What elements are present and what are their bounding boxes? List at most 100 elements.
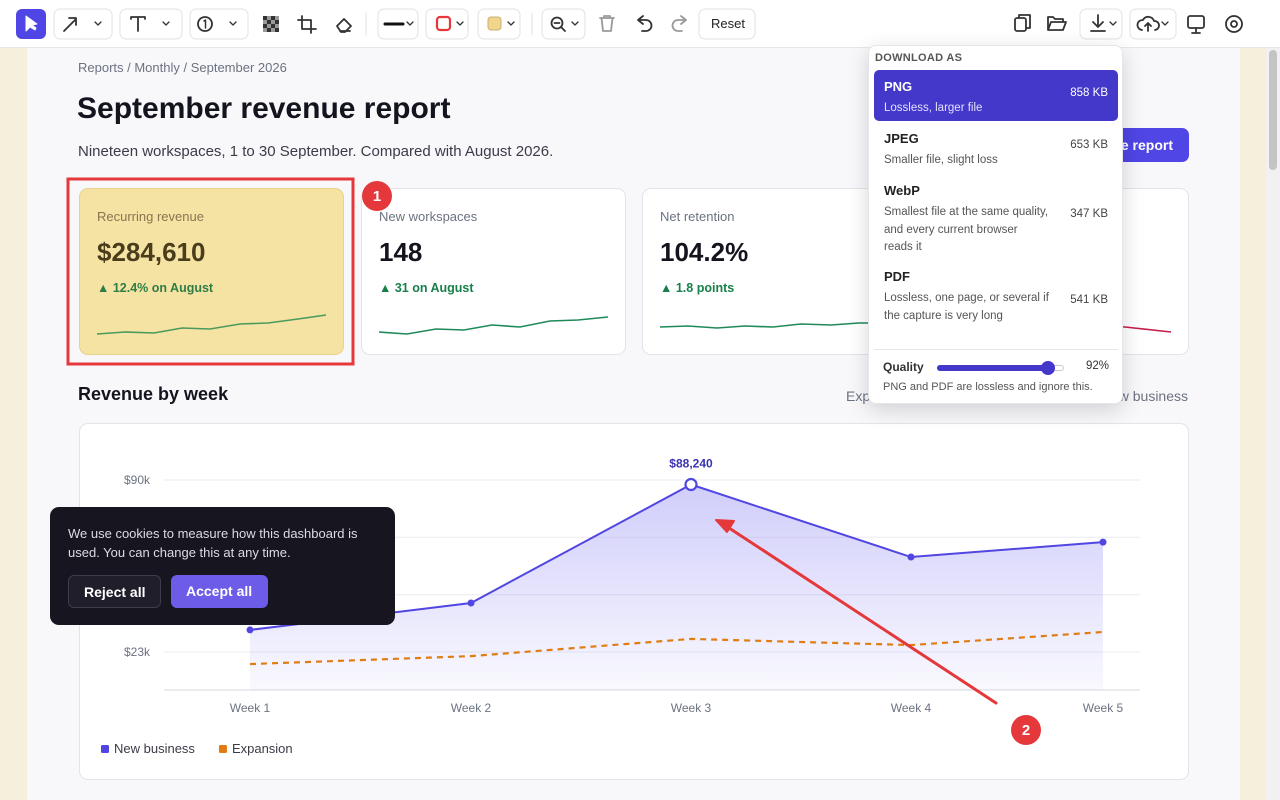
kpi-delta: ▲ 31 on August bbox=[379, 281, 474, 295]
sparkline bbox=[96, 314, 327, 335]
undo[interactable] bbox=[637, 15, 653, 32]
option-name[interactable]: JPEG bbox=[884, 131, 919, 146]
cookie-banner: We use cookies to measure how this dashb… bbox=[50, 507, 395, 625]
menu-option[interactable]: PNG Lossless, larger file 858 KB bbox=[874, 70, 1118, 121]
pixelate-tool[interactable] bbox=[263, 16, 279, 32]
reject-label[interactable]: Reject all bbox=[84, 584, 146, 600]
legend-swatch bbox=[101, 745, 109, 753]
x-tick-label: Week 3 bbox=[671, 701, 712, 715]
option-description[interactable]: Smaller file, slight loss bbox=[884, 154, 998, 166]
data-point bbox=[684, 477, 698, 492]
kpi-label: New workspaces bbox=[379, 209, 478, 224]
toolbar: Reset bbox=[0, 0, 1280, 48]
quality-slider[interactable] bbox=[937, 361, 1064, 375]
zoom[interactable] bbox=[541, 8, 586, 40]
accept-label[interactable]: Accept all bbox=[186, 583, 253, 599]
y-tick-label: $90k bbox=[124, 473, 151, 487]
option-size[interactable]: 541 KB bbox=[1070, 294, 1108, 306]
stroke-width[interactable] bbox=[377, 8, 419, 40]
kpi-label: Recurring revenue bbox=[97, 209, 204, 224]
slider-knob[interactable] bbox=[1040, 361, 1055, 375]
badge-number: 2 bbox=[1022, 722, 1030, 739]
option-name[interactable]: PDF bbox=[884, 269, 910, 284]
x-tick-label: Week 5 bbox=[1083, 701, 1124, 715]
option-description[interactable]: Lossless, one page, or several if the ca… bbox=[884, 292, 1049, 322]
section-title: Revenue by week bbox=[78, 384, 229, 404]
reset-button[interactable] bbox=[698, 8, 756, 40]
eraser-tool[interactable] bbox=[336, 18, 352, 33]
accept-button[interactable]: Accept all bbox=[171, 575, 268, 608]
annotation-badge[interactable] bbox=[1011, 715, 1041, 745]
menu-option[interactable]: PDF Lossless, one page, or several if th… bbox=[874, 260, 1118, 344]
reset-label[interactable]: Reset bbox=[711, 16, 745, 31]
kpi-card: Recurring revenue $284,610 ▲ 12.4% on Au… bbox=[79, 188, 344, 355]
download[interactable] bbox=[1079, 8, 1123, 40]
data-point bbox=[907, 553, 915, 561]
x-tick-label: Week 2 bbox=[451, 701, 492, 715]
page-title: September revenue report bbox=[77, 92, 451, 125]
legend-swatch bbox=[218, 745, 227, 753]
open[interactable] bbox=[1047, 16, 1067, 31]
copy[interactable] bbox=[1014, 17, 1027, 32]
data-point bbox=[467, 599, 475, 607]
option-description[interactable]: Lossless, larger file bbox=[884, 102, 983, 114]
text-tool[interactable] bbox=[119, 8, 183, 40]
toolbar-icons bbox=[16, 8, 1243, 40]
scrollbar[interactable] bbox=[1266, 0, 1280, 800]
legend-label: Expansion bbox=[232, 741, 293, 756]
kpi-value: $284,610 bbox=[97, 237, 206, 267]
stroke-color[interactable] bbox=[425, 8, 469, 40]
quality-label: Quality bbox=[883, 360, 924, 374]
arrow-head bbox=[715, 519, 735, 533]
annotation-badge[interactable] bbox=[362, 181, 392, 211]
x-tick-label: Week 4 bbox=[891, 701, 932, 715]
option-name[interactable]: WebP bbox=[884, 183, 920, 198]
redo[interactable] bbox=[671, 15, 687, 32]
delete[interactable] bbox=[599, 15, 615, 32]
option-description[interactable]: Smallest file at the same quality, and e… bbox=[884, 206, 1049, 253]
kpi-delta: ▲ 1.8 points bbox=[660, 281, 735, 295]
cookie-text: We use cookies to measure how this dashb… bbox=[68, 526, 358, 560]
series-line bbox=[249, 630, 1104, 666]
sparkline bbox=[378, 316, 609, 335]
reject-button[interactable]: Reject all bbox=[68, 575, 161, 608]
download-menu: DOWNLOAD AS PNG Lossless, larger file 85… bbox=[868, 45, 1123, 404]
scroll-thumb[interactable] bbox=[1269, 50, 1277, 170]
data-label: $88,240 bbox=[669, 457, 713, 471]
upload[interactable] bbox=[1129, 8, 1177, 40]
crop-tool[interactable] bbox=[297, 15, 317, 34]
x-tick-label: Week 1 bbox=[230, 701, 271, 715]
menu-option[interactable]: WebP Smallest file at the same quality, … bbox=[874, 174, 1118, 258]
number-tool[interactable] bbox=[189, 8, 249, 40]
menu-option[interactable]: JPEG Smaller file, slight loss 653 KB bbox=[874, 122, 1118, 172]
annotation-arrow[interactable] bbox=[724, 524, 998, 705]
area bbox=[250, 484, 1103, 690]
sparkline bbox=[659, 322, 889, 329]
option-size[interactable]: 858 KB bbox=[1070, 87, 1108, 99]
menu-divider bbox=[874, 349, 1118, 350]
settings[interactable] bbox=[1230, 20, 1238, 28]
breadcrumb[interactable]: Reports / Monthly / September 2026 bbox=[78, 60, 287, 75]
legend-label: New business bbox=[114, 741, 195, 756]
fill-color[interactable] bbox=[477, 8, 521, 40]
option-size[interactable]: 347 KB bbox=[1070, 208, 1108, 220]
slider-fill[interactable] bbox=[937, 365, 1048, 371]
kpi-label: Net retention bbox=[660, 209, 735, 224]
annotation-rectangle[interactable] bbox=[66, 177, 355, 366]
option-size[interactable]: 653 KB bbox=[1070, 139, 1108, 151]
page-subtitle: Nineteen workspaces, 1 to 30 September. … bbox=[78, 143, 554, 160]
quality-value: 92% bbox=[1085, 360, 1109, 372]
y-tick-label: $23k bbox=[124, 645, 151, 659]
menu-heading: DOWNLOAD AS bbox=[875, 52, 963, 64]
arrow-tool[interactable] bbox=[53, 8, 113, 40]
quality-note: PNG and PDF are lossless and ignore this… bbox=[883, 381, 1093, 393]
kpi-card: Net retention 104.2% ▲ 1.8 points bbox=[642, 188, 907, 355]
data-point bbox=[1099, 538, 1107, 546]
kpi-card: New workspaces 148 ▲ 31 on August bbox=[361, 188, 626, 355]
option-name[interactable]: PNG bbox=[884, 79, 913, 94]
header-button-label[interactable]: e report bbox=[1120, 137, 1173, 153]
badge-number: 1 bbox=[373, 188, 381, 205]
